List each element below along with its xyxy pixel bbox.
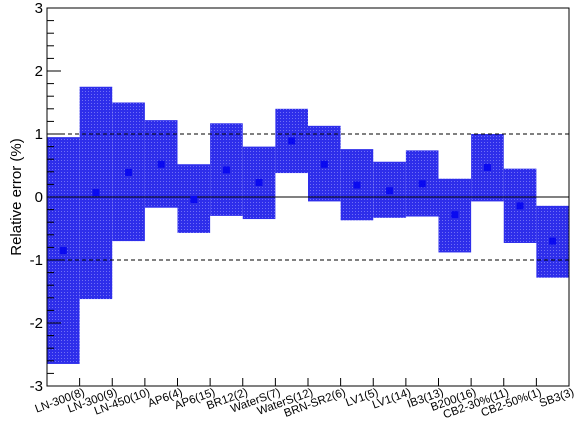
value-marker <box>483 163 491 171</box>
value-marker <box>288 137 296 145</box>
value-marker <box>451 211 459 219</box>
value-marker <box>255 179 263 187</box>
y-tick-label: 2 <box>35 63 43 80</box>
value-marker <box>549 237 557 245</box>
y-tick-label: -2 <box>30 315 43 332</box>
error-bands <box>47 86 569 364</box>
y-tick-label: 3 <box>35 0 43 17</box>
reference-lines <box>47 133 569 261</box>
y-tick-label: -3 <box>30 378 43 395</box>
y-axis: -3 -2 -1 0 1 2 3 <box>30 0 61 395</box>
value-markers <box>59 137 557 255</box>
value-marker <box>386 187 394 195</box>
value-marker <box>418 180 426 188</box>
y-tick-label: 0 <box>35 189 43 206</box>
value-marker <box>320 160 328 168</box>
value-marker <box>125 168 133 176</box>
y-tick-label: 1 <box>35 126 43 143</box>
value-marker <box>516 202 524 210</box>
value-marker <box>190 196 198 204</box>
y-tick-label: -1 <box>30 252 43 269</box>
value-marker <box>157 160 165 168</box>
value-marker <box>59 247 67 255</box>
x-axis: LN-300(8)LN-300(9)LN-450(10)AP6(4)AP6(15… <box>34 378 576 421</box>
value-marker <box>92 189 100 197</box>
x-category-label: SB3(3) <box>538 386 576 410</box>
value-marker <box>222 166 230 174</box>
y-axis-label: Relative error (%) <box>8 138 25 256</box>
value-marker <box>353 181 361 189</box>
